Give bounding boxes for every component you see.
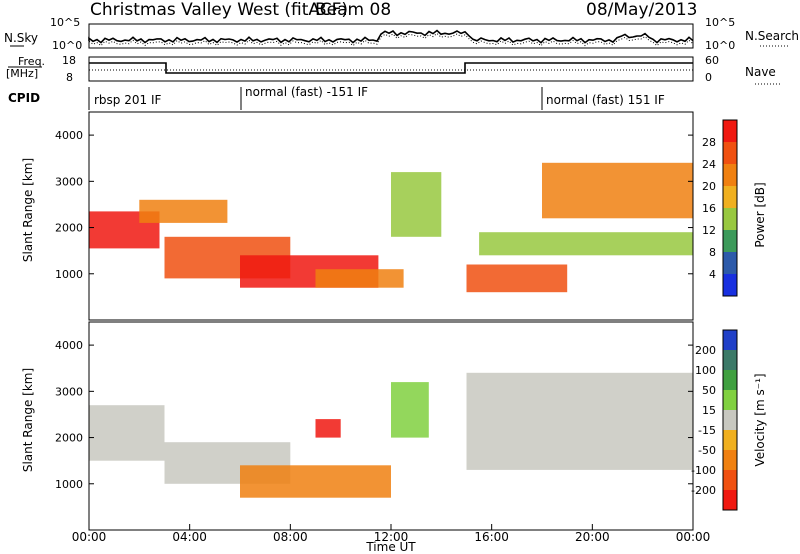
nsky-label: N.Sky: [4, 31, 38, 45]
power-colorbar-tick-2: 20: [702, 180, 716, 193]
power-panel-frame: [88, 111, 694, 321]
nsearch-label: N.Search: [745, 29, 799, 43]
velocity-colorbar-swatch-1: [723, 350, 737, 370]
velocity-band-5: [466, 372, 693, 470]
velocity-colorbar-swatch-7: [723, 470, 737, 490]
velocity-y-axis: 4000 3000 2000 1000: [55, 339, 693, 491]
velocity-colorbar-swatch-8: [723, 490, 737, 510]
velocity-colorbar-swatch-4: [723, 410, 737, 430]
power-band-7: [479, 232, 693, 256]
power-colorbar-swatch-0: [723, 120, 737, 142]
cpid-segment-2: normal (fast) -151 IF: [245, 85, 368, 99]
beam-label: Beam 08: [315, 0, 391, 20]
xtick-label-6: 00:00: [676, 530, 711, 544]
velocity-colorbar-tick-4: -15: [698, 424, 716, 437]
nsky-trace: [88, 29, 694, 44]
velocity-colorbar-swatch-6: [723, 450, 737, 470]
velocity-heatmap: [89, 372, 693, 498]
power-colorbar: 28 24 20 16 12 8 4: [702, 119, 738, 297]
xlabel: Time UT: [365, 540, 416, 554]
velocity-colorbar-tick-2: 50: [702, 384, 716, 397]
power-band-8: [542, 162, 693, 219]
power-colorbar-swatch-6: [723, 252, 737, 274]
nave-tick-bottom: 0: [705, 71, 712, 84]
nsky-panel-frame: [88, 23, 694, 49]
date-label: 08/May/2013: [586, 0, 698, 20]
velocity-ytick-label-0: 4000: [55, 339, 83, 352]
cpid-segment-3: normal (fast) 151 IF: [546, 93, 665, 107]
power-band-5: [391, 172, 442, 237]
velocity-colorbar: 200 100 50 15 -15 -50 -100 -200: [691, 329, 738, 511]
power-colorbar-tick-5: 8: [709, 246, 716, 259]
power-ylabel: Slant Range [km]: [21, 158, 35, 262]
velocity-band-4: [391, 382, 429, 438]
power-ytick-label-3: 1000: [55, 268, 83, 281]
velocity-colorbar-swatch-2: [723, 370, 737, 390]
freq-label-1: Freq.: [18, 55, 45, 68]
nave-tick-top: 60: [705, 54, 719, 67]
time-x-axis: 00:00 04:00 08:00 12:00 16:00 20:00 00:00: [72, 524, 711, 544]
power-colorbar-tick-0: 28: [702, 136, 716, 149]
nsearch-tick-top: 10^5: [705, 16, 735, 29]
power-colorbar-frame: [722, 119, 738, 297]
power-colorbar-tick-3: 16: [702, 202, 716, 215]
power-colorbar-tick-6: 4: [709, 268, 716, 281]
nsky-tick-bottom: 10^0: [52, 39, 82, 52]
xtick-label-5: 20:00: [575, 530, 610, 544]
velocity-band-0: [89, 405, 165, 461]
power-ytick-label-2: 2000: [55, 222, 83, 235]
power-colorbar-tick-1: 24: [702, 158, 716, 171]
freq-trace: [89, 62, 693, 74]
nsearch-trace: [88, 32, 694, 47]
power-y-axis: 4000 3000 2000 1000: [55, 129, 693, 281]
velocity-colorbar-label: Velocity [m s⁻¹]: [753, 373, 767, 466]
velocity-colorbar-tick-5: -50: [698, 444, 716, 457]
nave-label: Nave: [745, 65, 776, 79]
velocity-colorbar-tick-7: -200: [691, 484, 716, 497]
power-colorbar-swatch-1: [723, 142, 737, 164]
velocity-ytick-label-3: 1000: [55, 478, 83, 491]
nsky-tick-top: 10^5: [50, 16, 80, 29]
power-colorbar-swatch-7: [723, 274, 737, 296]
velocity-ytick-label-1: 3000: [55, 385, 83, 398]
xtick-label-2: 08:00: [273, 530, 308, 544]
power-band-6: [466, 264, 568, 293]
velocity-colorbar-swatch-0: [723, 330, 737, 350]
velocity-colorbar-tick-3: 15: [702, 404, 716, 417]
cpid-segment-1: rbsp 201 IF: [94, 93, 161, 107]
power-colorbar-swatch-5: [723, 230, 737, 252]
velocity-band-2: [240, 465, 391, 498]
power-ytick-label-1: 3000: [55, 175, 83, 188]
freq-panel-frame: [88, 56, 694, 82]
plot-title: Christmas Valley West (fitACF): [90, 0, 348, 20]
velocity-colorbar-swatch-3: [723, 390, 737, 410]
power-band-4: [315, 269, 404, 288]
power-colorbar-swatch-4: [723, 208, 737, 230]
velocity-band-3: [315, 419, 341, 438]
xtick-label-4: 16:00: [474, 530, 509, 544]
freq-label-2: [MHz]: [6, 67, 38, 80]
velocity-colorbar-tick-6: -100: [691, 464, 716, 477]
nsearch-tick-bottom: 10^0: [705, 39, 735, 52]
xtick-label-3: 12:00: [374, 530, 409, 544]
power-colorbar-swatch-3: [723, 186, 737, 208]
power-ytick-label-0: 4000: [55, 129, 83, 142]
velocity-colorbar-tick-0: 200: [695, 344, 716, 357]
power-heatmap: [89, 162, 693, 293]
velocity-colorbar-frame: [722, 329, 738, 511]
xtick-label-1: 04:00: [172, 530, 207, 544]
power-colorbar-tick-4: 12: [702, 224, 716, 237]
cpid-label: CPID: [8, 91, 40, 105]
xtick-label-0: 00:00: [72, 530, 107, 544]
power-colorbar-label: Power [dB]: [753, 182, 767, 247]
freq-tick-top: 18: [62, 54, 76, 67]
velocity-colorbar-tick-1: 100: [695, 364, 716, 377]
velocity-ylabel: Slant Range [km]: [21, 368, 35, 472]
velocity-ytick-label-2: 2000: [55, 432, 83, 445]
freq-tick-bottom: 8: [66, 71, 73, 84]
power-band-1: [139, 199, 228, 223]
velocity-colorbar-swatch-5: [723, 430, 737, 450]
power-colorbar-swatch-2: [723, 164, 737, 186]
